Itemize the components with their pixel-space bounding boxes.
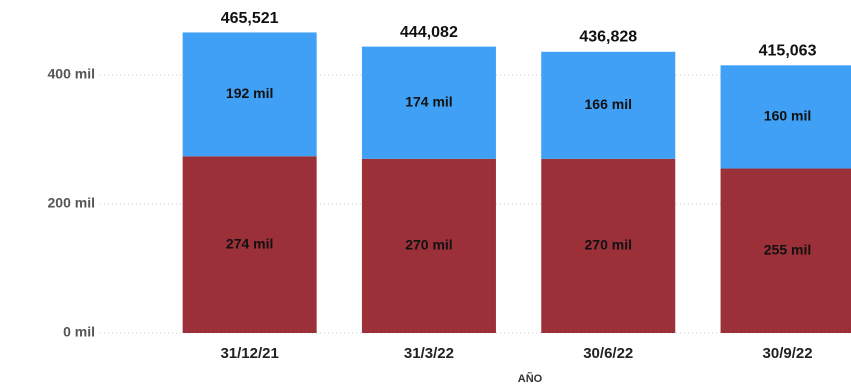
data-label: 166 mil: [585, 96, 632, 112]
data-label: 255 mil: [764, 241, 811, 257]
bar-segment: [182, 32, 317, 157]
total-label: 465,521: [221, 10, 279, 27]
data-label: 192 mil: [226, 85, 273, 101]
data-label: 270 mil: [585, 237, 632, 253]
y-tick-label: 0 mil: [63, 324, 95, 340]
bar-segment: [361, 158, 496, 333]
data-label: 270 mil: [405, 237, 452, 253]
data-label: 160 mil: [764, 108, 811, 124]
total-label: 415,063: [759, 43, 817, 60]
data-label: 274 mil: [226, 235, 273, 251]
x-tick-label: 30/9/22: [763, 345, 813, 362]
bar-segment: [182, 156, 317, 333]
x-tick-label: 30/6/22: [583, 345, 633, 362]
y-tick-label: 400 mil: [48, 66, 95, 82]
x-axis-label: AÑO: [518, 372, 543, 385]
bar-segment: [720, 168, 851, 333]
total-label: 444,082: [400, 24, 458, 41]
bar-segment: [361, 46, 496, 159]
x-tick-label: 31/3/22: [404, 345, 454, 362]
total-label: 436,828: [579, 28, 637, 45]
bar-segment: [541, 51, 676, 159]
x-tick-label: 31/12/21: [220, 345, 278, 362]
y-tick-label: 200 mil: [48, 195, 95, 211]
bar-segment: [720, 65, 851, 169]
bar-segment: [541, 158, 676, 333]
data-label: 174 mil: [405, 93, 452, 109]
